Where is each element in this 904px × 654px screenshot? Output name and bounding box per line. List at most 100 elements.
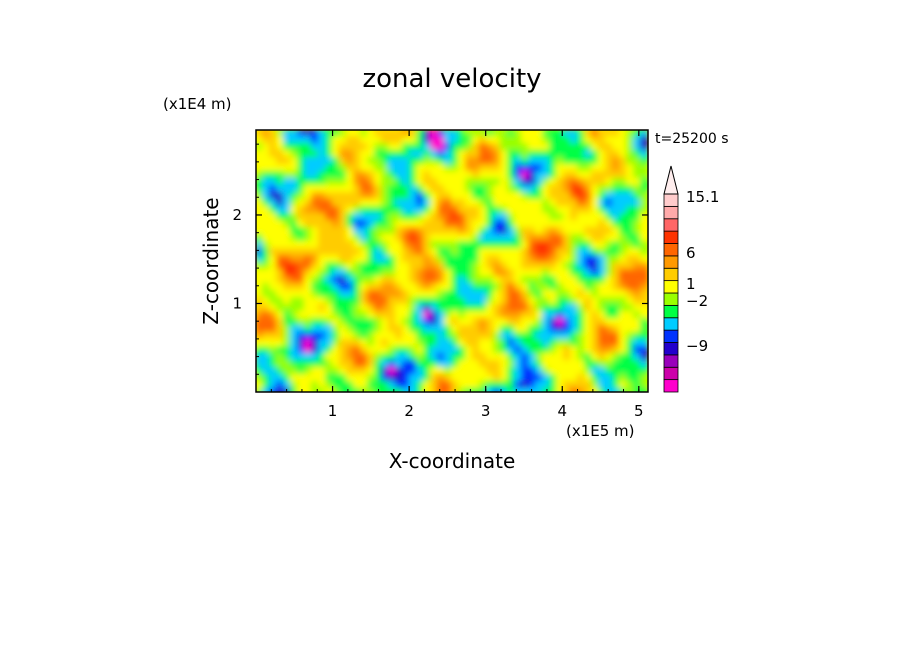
heatmap-cell	[276, 304, 285, 313]
heatmap-cell	[549, 255, 558, 264]
heatmap-cell	[395, 297, 404, 306]
heatmap-cell	[395, 171, 404, 180]
heatmap-cell	[605, 339, 614, 348]
heatmap-cell	[256, 269, 264, 278]
heatmap-cell	[381, 178, 390, 187]
heatmap-cell	[409, 136, 418, 145]
heatmap-cell	[458, 353, 467, 362]
heatmap-cell	[430, 255, 439, 264]
heatmap-cell	[465, 178, 474, 187]
heatmap-cell	[318, 241, 327, 250]
heatmap-cell	[535, 318, 544, 327]
heatmap-cell	[388, 234, 397, 243]
heatmap-cell	[626, 325, 635, 334]
heatmap-cell	[633, 367, 642, 376]
heatmap-cell	[304, 381, 313, 390]
heatmap-cell	[479, 374, 488, 383]
heatmap-cell	[353, 262, 362, 271]
heatmap-cell	[430, 150, 439, 159]
heatmap-cell	[500, 318, 509, 327]
heatmap-cell	[290, 276, 299, 285]
y-tick-label: 1	[232, 294, 242, 312]
heatmap-cell	[360, 381, 369, 390]
heatmap-cell	[283, 199, 292, 208]
heatmap-cell	[472, 346, 481, 355]
heatmap-cell	[290, 213, 299, 222]
heatmap-cell	[493, 290, 502, 299]
heatmap-cell	[458, 374, 467, 383]
heatmap-cell	[423, 325, 432, 334]
heatmap-cell	[640, 234, 648, 243]
heatmap-cell	[332, 130, 341, 138]
heatmap-cell	[493, 304, 502, 313]
heatmap-cell	[388, 157, 397, 166]
heatmap-cell	[458, 192, 467, 201]
heatmap-cell	[507, 130, 516, 138]
heatmap-cell	[465, 241, 474, 250]
heatmap-cell	[269, 381, 278, 390]
heatmap-cell	[423, 241, 432, 250]
heatmap-cell	[493, 332, 502, 341]
heatmap-cell	[507, 311, 516, 320]
heatmap-cell	[304, 304, 313, 313]
heatmap-cell	[262, 276, 271, 285]
heatmap-cell	[563, 164, 572, 173]
heatmap-cell	[584, 339, 593, 348]
heatmap-cell	[311, 367, 320, 376]
heatmap-cell	[374, 157, 383, 166]
heatmap-cell	[297, 136, 306, 145]
heatmap-cell	[360, 367, 369, 376]
heatmap-cell	[283, 360, 292, 369]
heatmap-cell	[262, 227, 271, 236]
heatmap-cell	[283, 157, 292, 166]
heatmap-cell	[626, 346, 635, 355]
heatmap-cell	[500, 241, 509, 250]
heatmap-cell	[612, 290, 621, 299]
heatmap-cell	[374, 381, 383, 390]
heatmap-cell	[633, 199, 642, 208]
heatmap-cell	[626, 311, 635, 320]
heatmap-cell	[556, 199, 565, 208]
heatmap-cell	[542, 269, 551, 278]
heatmap-cell	[339, 318, 348, 327]
heatmap-cell	[619, 297, 628, 306]
heatmap-cell	[367, 325, 376, 334]
heatmap-cell	[521, 374, 530, 383]
heatmap-cell	[367, 346, 376, 355]
heatmap-cell	[402, 304, 411, 313]
heatmap-cell	[290, 325, 299, 334]
heatmap-cell	[584, 297, 593, 306]
heatmap-cell	[465, 206, 474, 215]
heatmap-cell	[493, 248, 502, 257]
heatmap-cell	[619, 171, 628, 180]
heatmap-cell	[458, 381, 467, 390]
heatmap-cell	[458, 227, 467, 236]
heatmap-cell	[619, 178, 628, 187]
heatmap-cell	[290, 150, 299, 159]
heatmap-cell	[493, 157, 502, 166]
heatmap-cell	[549, 192, 558, 201]
heatmap-cell	[640, 283, 648, 292]
heatmap-cell	[584, 199, 593, 208]
heatmap-cell	[374, 276, 383, 285]
heatmap-cell	[423, 220, 432, 229]
heatmap-cell	[304, 374, 313, 383]
heatmap-cell	[430, 192, 439, 201]
heatmap-cell	[430, 381, 439, 390]
heatmap-cell	[416, 367, 425, 376]
heatmap-cell	[591, 318, 600, 327]
heatmap-cell	[458, 283, 467, 292]
heatmap-cell	[619, 346, 628, 355]
heatmap-cell	[563, 346, 572, 355]
heatmap-cell	[451, 269, 460, 278]
heatmap-cell	[304, 248, 313, 257]
heatmap-cell	[367, 262, 376, 271]
heatmap-cell	[598, 332, 607, 341]
heatmap-cell	[332, 178, 341, 187]
heatmap-cell	[339, 171, 348, 180]
heatmap-cell	[507, 262, 516, 271]
heatmap-cell	[437, 136, 446, 145]
heatmap-cell	[262, 325, 271, 334]
heatmap-cell	[563, 325, 572, 334]
x-tick-label: 1	[328, 402, 338, 420]
